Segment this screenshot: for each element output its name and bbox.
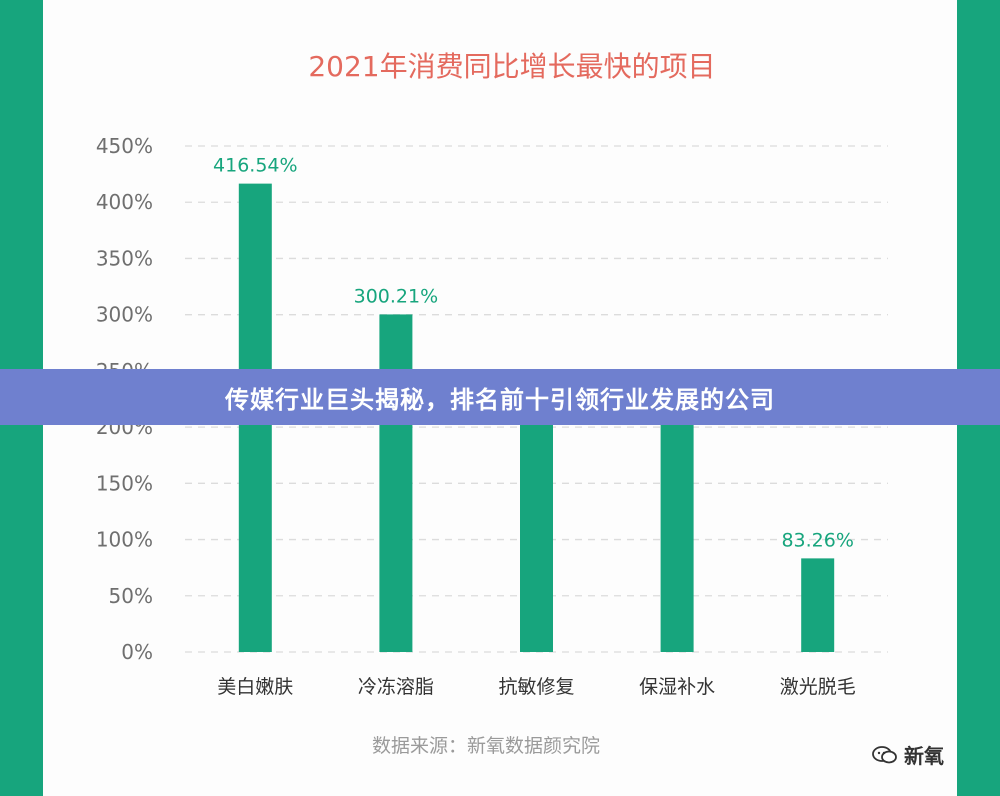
wechat-icon [872, 745, 897, 763]
y-tick-label: 100% [96, 528, 153, 552]
x-tick-label: 激光脱毛 [780, 676, 856, 698]
y-tick-label: 350% [96, 246, 153, 270]
bar [660, 422, 694, 652]
y-tick-label: 50% [109, 584, 153, 608]
watermark: 新氧 [872, 740, 944, 769]
x-tick-label: 美白嫩肤 [217, 676, 293, 698]
x-tick-label: 保湿补水 [639, 676, 715, 698]
watermark-text: 新氧 [904, 744, 944, 768]
headline-banner: 传媒行业巨头揭秘，排名前十引领行业发展的公司 [0, 369, 1000, 425]
x-tick-label: 冷冻溶脂 [358, 676, 434, 698]
headline-text: 传媒行业巨头揭秘，排名前十引领行业发展的公司 [225, 385, 775, 414]
source-note: 数据来源：新氧数据颜究院 [372, 735, 600, 757]
y-tick-label: 300% [96, 303, 153, 327]
data-label: 83.26% [781, 529, 853, 551]
data-label: 300.21% [354, 285, 439, 307]
data-label: 416.54% [213, 155, 298, 177]
y-tick-label: 450% [96, 134, 153, 158]
bar [520, 422, 553, 652]
x-tick-label: 抗敏修复 [498, 676, 574, 698]
bar [801, 558, 835, 652]
chart-title: 2021年消费同比增长最快的项目 [308, 50, 715, 83]
bar [379, 314, 413, 652]
y-tick-label: 150% [96, 471, 153, 495]
y-tick-label: 400% [96, 190, 153, 214]
y-tick-label: 0% [121, 640, 153, 664]
